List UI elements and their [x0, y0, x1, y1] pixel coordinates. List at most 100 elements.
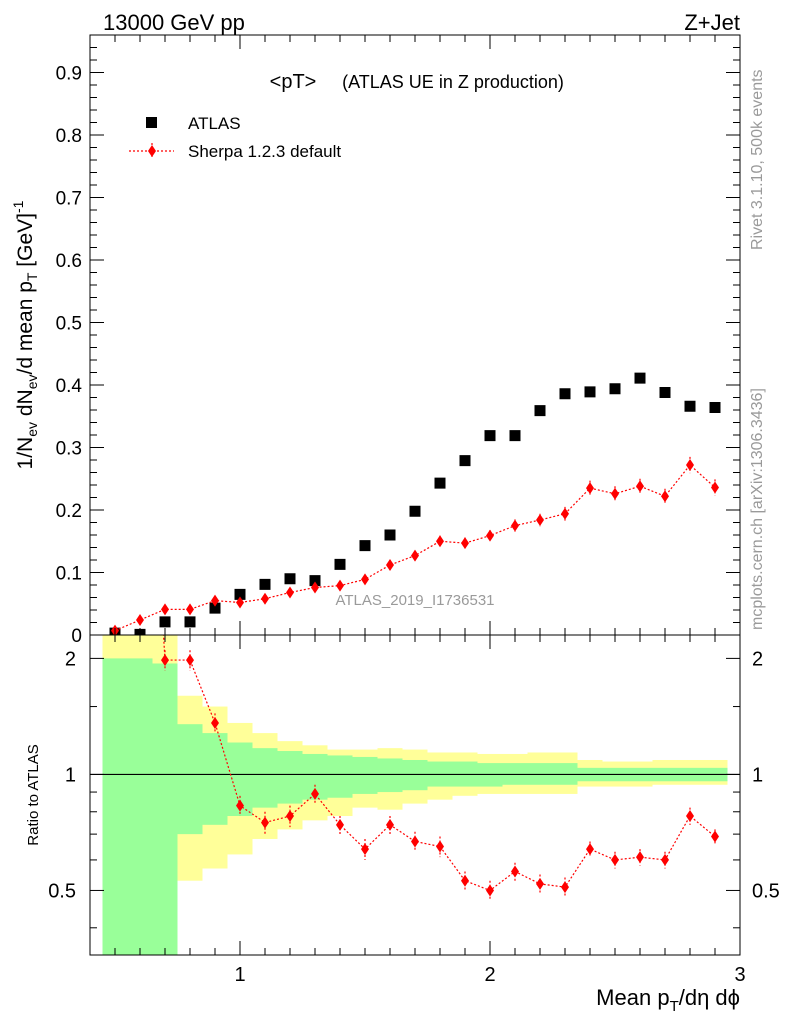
ratio-plot-xlabel: Mean pT/dη dϕ [596, 985, 740, 1015]
sherpa-point [461, 537, 469, 550]
atlas-point [659, 387, 671, 398]
atlas-point [384, 529, 396, 541]
ratio-xtick-label: 2 [484, 964, 495, 986]
main-plot-ylabel: 1/Nev dNev/d mean pT [GeV]-1 [10, 200, 40, 469]
ratio-sherpa-point [236, 799, 244, 812]
atlas-point [484, 430, 496, 442]
ratio-sherpa-point [211, 716, 219, 729]
ratio-ytick-label-right: 0.5 [752, 880, 780, 902]
atlas-point [509, 430, 521, 442]
ratio-ytick-label-right: 2 [752, 648, 763, 670]
sherpa-point [686, 459, 694, 471]
ratio-bands [102, 635, 728, 955]
ratio-band-inner [102, 658, 153, 955]
atlas-point [309, 575, 321, 587]
ratio-sherpa-point [461, 874, 469, 887]
sherpa-point [536, 514, 544, 526]
main-plot-marks [109, 372, 721, 640]
atlas-point [684, 400, 696, 412]
sherpa-point [311, 581, 319, 594]
ratio-band-inner [402, 759, 428, 791]
atlas-point [284, 573, 296, 585]
ratio-sherpa-point [186, 654, 194, 667]
atlas-point [459, 455, 471, 467]
main-ytick-label: 0.5 [56, 314, 82, 335]
legend-marker-sherpa [148, 145, 156, 157]
ratio-sherpa-point [161, 654, 169, 667]
main-ytick-label: 0.4 [56, 376, 83, 397]
sherpa-point [211, 594, 219, 607]
mcplots-label: mcplots.cern.ch [arXiv:1306.3436] [749, 388, 766, 630]
atlas-point [184, 616, 196, 628]
rivet-label: Rivet 3.1.10, 500k events [749, 69, 766, 250]
ratio-plot-ylabel: Ratio to ATLAS [25, 744, 42, 845]
atlas-point [434, 477, 446, 489]
atlas-point [634, 372, 646, 384]
ratio-band-inner [377, 758, 403, 793]
sherpa-point [636, 480, 644, 493]
atlas-point [609, 383, 621, 395]
legend-marker-atlas [146, 117, 157, 128]
sherpa-point [486, 529, 494, 542]
ratio-band-inner [202, 733, 228, 825]
sherpa-point [361, 573, 369, 586]
ratio-ytick-label-right: 1 [752, 764, 763, 786]
ratio-sherpa-point [436, 840, 444, 853]
header-right: Z+Jet [684, 10, 740, 35]
ratio-sherpa-point [586, 843, 594, 856]
main-ytick-label: 0.7 [56, 189, 82, 210]
ratio-plot: 0.5 0.5 1 1 2 2 1 2 3 Ratio to ATLAS Mean pT/dη … [25, 634, 780, 1015]
sherpa-point [286, 586, 294, 599]
watermark: ATLAS_2019_I1736531 [335, 592, 494, 609]
sherpa-point [236, 596, 244, 609]
ratio-sherpa-point [536, 877, 544, 890]
ratio-band-inner [277, 751, 303, 804]
ratio-band-inner [327, 755, 353, 798]
ratio-sherpa-point [636, 851, 644, 864]
sherpa-point [511, 519, 519, 532]
atlas-point [534, 405, 546, 417]
ratio-sherpa-point [261, 816, 269, 829]
ratio-sherpa-point [361, 843, 369, 856]
sherpa-point [136, 614, 144, 626]
header-left: 13000 GeV pp [103, 10, 245, 35]
sherpa-point [411, 549, 419, 562]
sherpa-point [161, 603, 169, 616]
main-ytick-label: 0.6 [56, 251, 82, 272]
main-ytick-label: 0.3 [56, 439, 82, 460]
ratio-ytick-label: 2 [65, 648, 76, 670]
ratio-sherpa-point [611, 853, 619, 866]
atlas-point [159, 616, 171, 628]
atlas-point [709, 402, 721, 413]
ratio-band-inner [252, 748, 278, 808]
atlas-point [559, 388, 571, 400]
atlas-point [334, 558, 346, 570]
atlas-point [209, 602, 221, 614]
ratio-sherpa-point [661, 853, 669, 866]
atlas-point [359, 540, 371, 552]
ratio-marks [161, 635, 719, 901]
ratio-sherpa-point [561, 881, 569, 894]
legend-label-atlas: ATLAS [188, 114, 241, 133]
main-ytick-label: 0 [71, 626, 82, 647]
ratio-ytick-label: 0.5 [48, 880, 76, 902]
atlas-point [584, 386, 596, 398]
ratio-sherpa-point [511, 865, 519, 878]
sherpa-point [711, 481, 719, 494]
ratio-sherpa-point [411, 835, 419, 848]
plot-title: <pT> [270, 71, 317, 93]
sherpa-point [586, 482, 594, 495]
ratio-band-inner [177, 724, 203, 835]
ratio-ytick-label: 1 [65, 764, 76, 786]
ratio-sherpa-point [311, 787, 319, 800]
main-ytick-label: 0.9 [56, 64, 82, 85]
legend-label-sherpa: Sherpa 1.2.3 default [188, 142, 341, 161]
sherpa-point [561, 507, 569, 520]
atlas-point [259, 578, 271, 590]
main-plot-ticks: 0 0.1 0.2 0.3 0.4 0.5 0.6 0.7 0.8 0.9 [56, 35, 740, 647]
ratio-band-inner [152, 663, 178, 955]
ratio-sherpa-point [711, 830, 719, 843]
atlas-point [234, 588, 246, 600]
sherpa-point [186, 603, 194, 616]
